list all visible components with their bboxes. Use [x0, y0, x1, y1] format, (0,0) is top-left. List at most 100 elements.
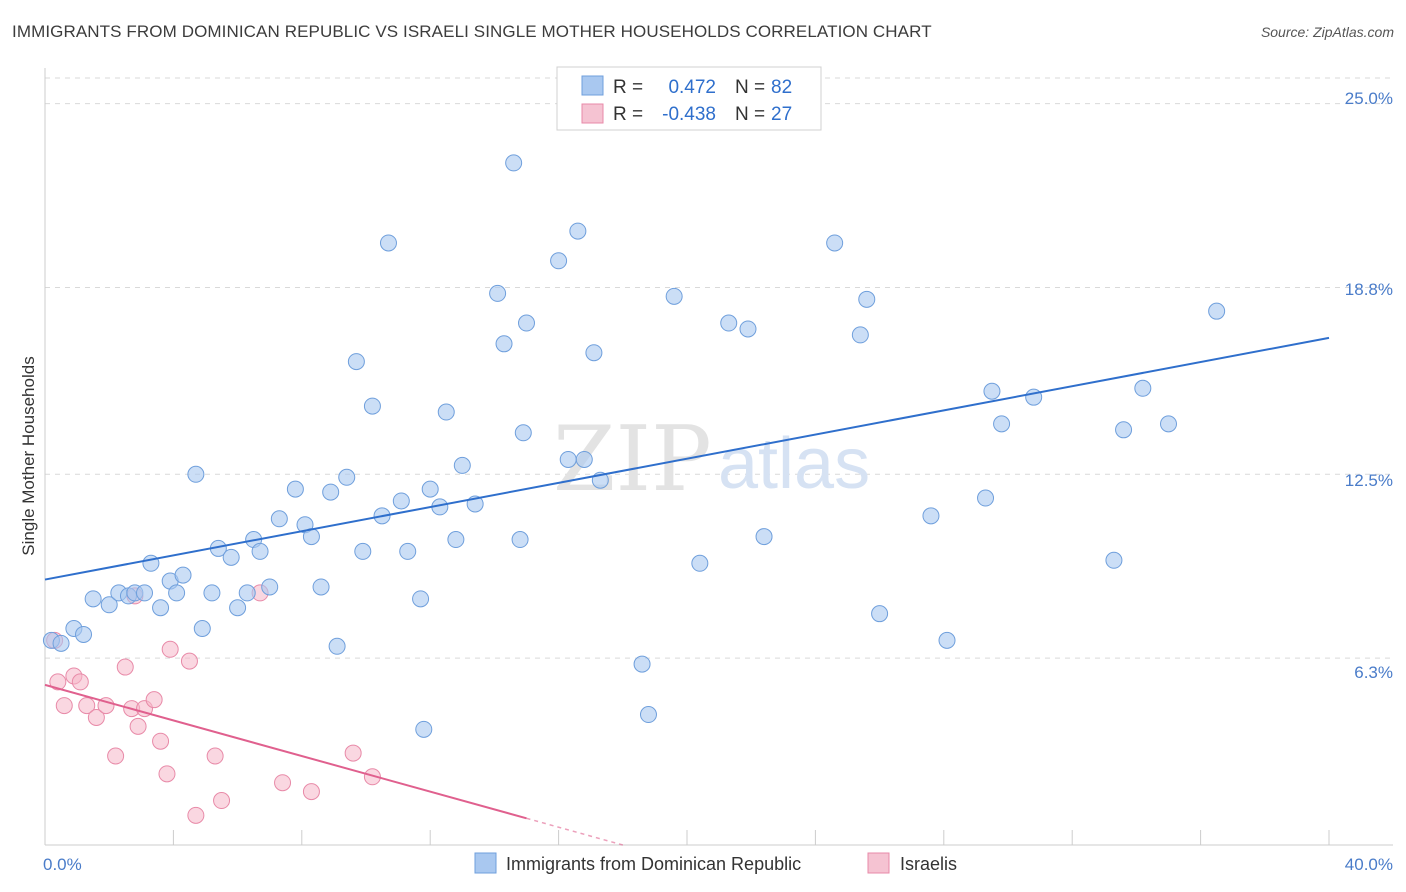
- israelis-point: [71, 673, 89, 691]
- legend-r-label: R =: [613, 104, 643, 125]
- dominican-point: [84, 590, 102, 608]
- dominican-point: [871, 605, 889, 623]
- dominican-point: [392, 492, 410, 510]
- dominican-point: [415, 720, 433, 738]
- legend-swatch-blue: [581, 75, 604, 96]
- dominican-point: [453, 456, 471, 474]
- y-tick-label: 18.8%: [1345, 280, 1393, 299]
- dominican-point: [993, 415, 1011, 433]
- israelis-point: [55, 697, 73, 715]
- y-tick-label: 6.3%: [1354, 663, 1393, 682]
- dominican-trend-line: [44, 336, 1330, 581]
- dominican-point: [437, 403, 455, 421]
- dominican-point: [826, 234, 844, 252]
- israelis-point: [213, 792, 231, 810]
- dominican-point: [100, 596, 118, 614]
- israelis-point: [152, 732, 170, 750]
- dominican-point: [514, 424, 532, 442]
- dominican-point: [720, 314, 738, 332]
- israelis-point: [206, 747, 224, 765]
- series-legend-label: Immigrants from Dominican Republic: [506, 854, 801, 874]
- x-tick-label-min: 0.0%: [43, 855, 82, 874]
- dominican-point: [447, 531, 465, 549]
- dominican-point: [193, 620, 211, 638]
- legend-r-label: R =: [613, 77, 643, 98]
- dominican-point: [203, 584, 221, 602]
- dominican-point: [174, 566, 192, 584]
- gridlines: [45, 77, 1393, 659]
- dominican-point: [187, 465, 205, 483]
- y-tick-label: 25.0%: [1345, 89, 1393, 108]
- y-tick-labels: 25.0% 18.8% 12.5% 6.3%: [1345, 89, 1393, 682]
- chart-title: IMMIGRANTS FROM DOMINICAN REPUBLIC VS IS…: [12, 22, 932, 41]
- israelis-point: [129, 717, 147, 735]
- watermark-atlas: atlas: [718, 424, 870, 504]
- y-axis-title: Single Mother Households: [19, 356, 38, 555]
- legend-n-label: N =: [735, 77, 765, 98]
- dominican-point: [322, 483, 340, 501]
- dominican-point: [421, 480, 439, 498]
- dominican-point: [505, 154, 523, 172]
- x-axis-ticks: [44, 830, 1330, 845]
- y-tick-label: 12.5%: [1345, 471, 1393, 490]
- dominican-point: [338, 468, 356, 486]
- dominican-point: [858, 290, 876, 308]
- israelis-trend-extension: [526, 817, 624, 846]
- israelis-point: [274, 774, 292, 792]
- dominican-point: [575, 450, 593, 468]
- dominican-point: [691, 554, 709, 572]
- dominican-point: [238, 584, 256, 602]
- dominican-point: [755, 528, 773, 546]
- israelis-point: [180, 652, 198, 670]
- dominican-point: [328, 637, 346, 655]
- dominican-point: [222, 548, 240, 566]
- dominican-point: [354, 542, 372, 560]
- dominican-point: [412, 590, 430, 608]
- dominican-point: [75, 625, 93, 643]
- dominican-point: [1208, 302, 1226, 320]
- israelis-point: [49, 673, 67, 691]
- dominican-point: [168, 584, 186, 602]
- x-tick-label-max: 40.0%: [1345, 855, 1393, 874]
- chart-source: Source: ZipAtlas.com: [1260, 24, 1394, 40]
- dominican-point: [312, 578, 330, 596]
- legend-r-value: 0.472: [668, 77, 716, 98]
- dominican-point: [938, 631, 956, 649]
- dominican-point: [569, 222, 587, 240]
- israelis-point: [78, 697, 96, 715]
- dominican-point: [559, 450, 577, 468]
- dominican-point: [518, 314, 535, 332]
- dominican-point: [399, 542, 417, 560]
- dominican-point: [363, 397, 381, 415]
- dominican-point: [251, 542, 269, 560]
- dominican-point: [347, 353, 365, 371]
- israelis-trend-line: [44, 683, 527, 820]
- dominican-point: [1134, 379, 1152, 397]
- dominican-point: [136, 584, 154, 602]
- israelis-point: [158, 765, 176, 783]
- dominican-point: [152, 599, 170, 617]
- israelis-point: [145, 691, 163, 709]
- dominican-point: [261, 578, 279, 596]
- dominican-point: [270, 510, 288, 528]
- dominican-points: [42, 154, 1226, 738]
- israelis-points: [46, 584, 381, 824]
- israelis-point: [116, 658, 134, 676]
- dominican-point: [495, 335, 513, 353]
- dominican-point: [851, 326, 869, 344]
- israelis-point: [187, 806, 205, 824]
- dominican-point: [52, 634, 70, 652]
- dominican-point: [489, 284, 507, 302]
- series-legend-swatch-blue: [474, 852, 497, 874]
- dominican-point: [286, 480, 304, 498]
- series-legend: Immigrants from Dominican Republic Israe…: [474, 852, 957, 874]
- legend-swatch-pink: [581, 103, 604, 124]
- trend-lines: [44, 336, 1330, 846]
- dominican-point: [585, 344, 603, 362]
- dominican-point: [665, 287, 683, 305]
- legend-n-value: 82: [771, 77, 792, 98]
- legend-r-value: -0.438: [662, 104, 716, 125]
- israelis-point: [344, 744, 362, 762]
- series-legend-swatch-pink: [867, 852, 890, 874]
